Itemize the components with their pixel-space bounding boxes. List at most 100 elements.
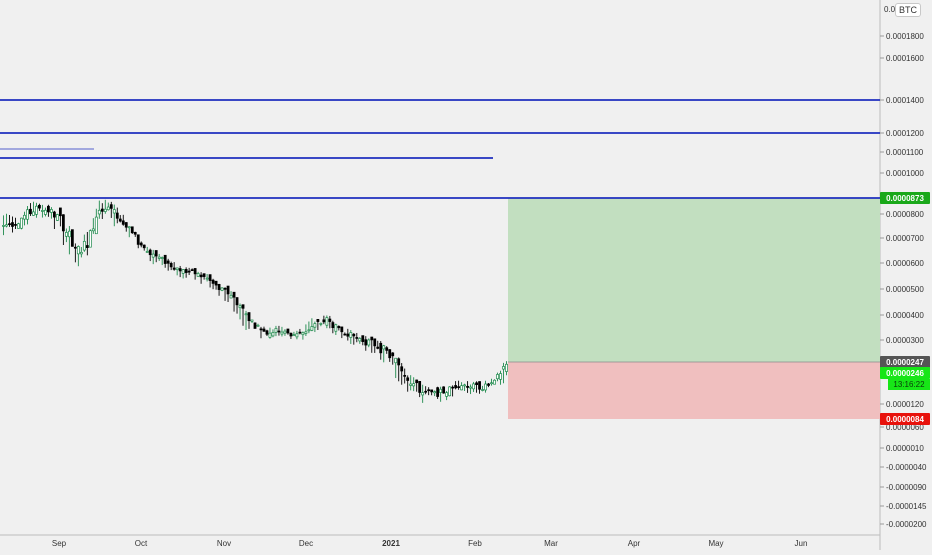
candle[interactable] (199, 274, 203, 278)
candle[interactable] (205, 277, 209, 280)
candle[interactable] (97, 209, 101, 215)
candle[interactable] (475, 382, 478, 386)
candle[interactable] (355, 337, 359, 339)
candle[interactable] (169, 263, 173, 268)
candle[interactable] (250, 319, 254, 322)
candle[interactable] (23, 214, 26, 220)
candle[interactable] (406, 377, 410, 381)
candle[interactable] (32, 211, 35, 216)
candle[interactable] (229, 294, 233, 299)
candle[interactable] (29, 208, 32, 215)
candle[interactable] (310, 326, 314, 331)
candle[interactable] (388, 349, 392, 359)
candle[interactable] (181, 269, 185, 274)
candle[interactable] (130, 226, 134, 234)
candle[interactable] (211, 279, 215, 284)
candle[interactable] (136, 234, 140, 245)
candle[interactable] (127, 226, 131, 229)
countdown-badge[interactable] (888, 379, 930, 390)
candle[interactable] (5, 224, 8, 227)
candle[interactable] (382, 345, 386, 350)
candle[interactable] (133, 231, 137, 235)
candle[interactable] (35, 205, 38, 215)
candle[interactable] (82, 240, 86, 251)
candle[interactable] (265, 330, 269, 335)
candle[interactable] (385, 347, 389, 351)
candle[interactable] (442, 386, 446, 394)
candle[interactable] (47, 205, 50, 213)
candle[interactable] (448, 386, 452, 397)
candle[interactable] (352, 333, 356, 337)
candle[interactable] (26, 209, 29, 220)
candle[interactable] (298, 331, 302, 334)
candle[interactable] (76, 246, 80, 255)
currency-badge[interactable]: BTC (895, 3, 921, 17)
candle[interactable] (163, 254, 167, 264)
candle[interactable] (88, 230, 92, 248)
candle[interactable] (145, 251, 149, 253)
candle[interactable] (52, 211, 56, 218)
candle[interactable] (472, 383, 475, 390)
candle[interactable] (409, 383, 413, 386)
candle[interactable] (115, 212, 119, 219)
candle[interactable] (271, 332, 275, 337)
candle[interactable] (20, 217, 23, 229)
candle[interactable] (64, 232, 68, 237)
candle[interactable] (358, 338, 362, 342)
candle[interactable] (2, 225, 5, 227)
candle[interactable] (121, 220, 125, 225)
candle[interactable] (481, 389, 484, 391)
candle[interactable] (79, 251, 83, 255)
candle[interactable] (124, 222, 128, 228)
candle[interactable] (112, 209, 116, 214)
loss-zone[interactable] (508, 362, 880, 419)
candle[interactable] (220, 287, 224, 291)
candle[interactable] (73, 246, 77, 249)
candle[interactable] (41, 210, 44, 212)
candle[interactable] (55, 214, 59, 221)
candle[interactable] (457, 386, 460, 388)
candle[interactable] (70, 229, 74, 247)
candle[interactable] (484, 383, 487, 391)
candle[interactable] (445, 392, 449, 397)
candle[interactable] (103, 208, 107, 212)
candle[interactable] (436, 387, 440, 397)
candle[interactable] (502, 366, 505, 370)
candle[interactable] (403, 375, 407, 377)
candle[interactable] (208, 274, 212, 281)
candle[interactable] (340, 326, 344, 333)
candle[interactable] (277, 330, 281, 333)
candle[interactable] (295, 333, 299, 338)
candle[interactable] (349, 332, 353, 338)
candle[interactable] (118, 218, 122, 222)
candle[interactable] (415, 379, 419, 384)
candle[interactable] (38, 204, 41, 209)
candle[interactable] (226, 285, 230, 295)
candle[interactable] (142, 244, 146, 249)
candle[interactable] (496, 374, 499, 380)
candle[interactable] (50, 209, 53, 213)
candle[interactable] (160, 257, 164, 259)
candle[interactable] (391, 352, 395, 357)
candle[interactable] (14, 224, 17, 226)
candle[interactable] (334, 324, 338, 332)
candle[interactable] (478, 381, 481, 390)
candle[interactable] (469, 386, 472, 389)
candle[interactable] (304, 331, 308, 334)
candle[interactable] (487, 383, 490, 386)
candle[interactable] (109, 204, 113, 209)
candle[interactable] (175, 267, 179, 270)
candle[interactable] (106, 206, 110, 211)
candle[interactable] (247, 312, 251, 322)
candle[interactable] (11, 222, 14, 227)
candle[interactable] (214, 280, 218, 286)
candle[interactable] (289, 332, 293, 337)
candle[interactable] (286, 328, 290, 334)
candle[interactable] (256, 324, 260, 327)
candle[interactable] (505, 363, 508, 372)
candle[interactable] (100, 208, 104, 212)
candle[interactable] (187, 270, 191, 273)
candle[interactable] (283, 330, 287, 334)
